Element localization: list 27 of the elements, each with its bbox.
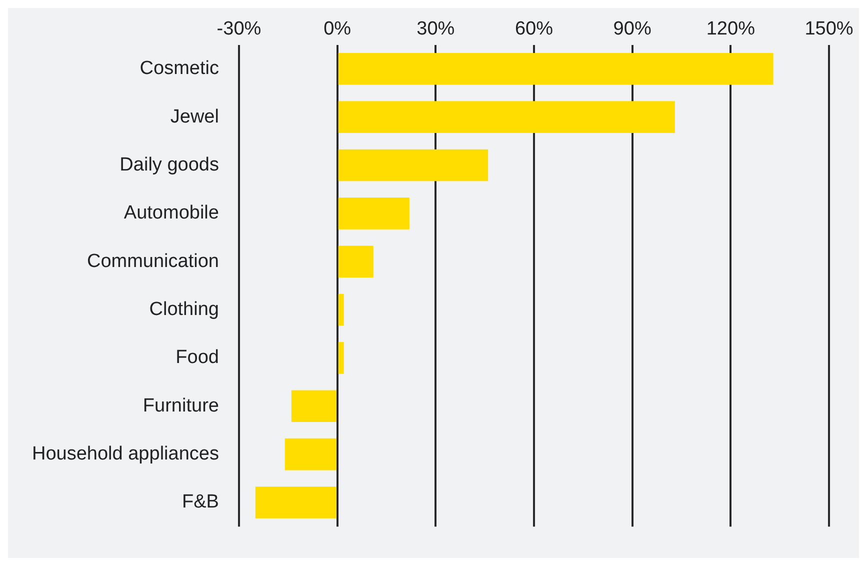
bar xyxy=(284,438,336,470)
bar xyxy=(338,101,675,133)
x-tick-label: 30% xyxy=(416,18,455,40)
y-tick-label: Daily goods xyxy=(120,154,219,176)
bar xyxy=(291,390,336,422)
y-tick-label: Cosmetic xyxy=(140,58,219,80)
x-tick-label: 0% xyxy=(324,18,352,40)
bar xyxy=(338,246,374,278)
x-tick-label: 60% xyxy=(514,18,554,40)
bar xyxy=(338,149,488,182)
bar xyxy=(338,198,410,230)
y-tick-label: Household appliances xyxy=(32,444,219,465)
x-tick-label: 120% xyxy=(706,18,756,40)
bar xyxy=(338,294,344,326)
y-tick-label: Food xyxy=(176,347,219,368)
y-tick-label: Jewel xyxy=(170,106,219,128)
x-tick-label: -30% xyxy=(216,18,262,40)
bar xyxy=(255,486,336,518)
bar xyxy=(338,342,344,374)
y-tick-label: Furniture xyxy=(142,395,219,416)
y-tick-label: F&B xyxy=(182,492,219,513)
y-tick-label: Automobile xyxy=(124,202,219,224)
x-tick-label: 90% xyxy=(613,18,652,40)
x-tick-label: 150% xyxy=(804,18,854,40)
y-tick-label: Clothing xyxy=(149,299,219,320)
y-tick-label: Communication xyxy=(86,250,219,272)
bar xyxy=(338,52,774,85)
